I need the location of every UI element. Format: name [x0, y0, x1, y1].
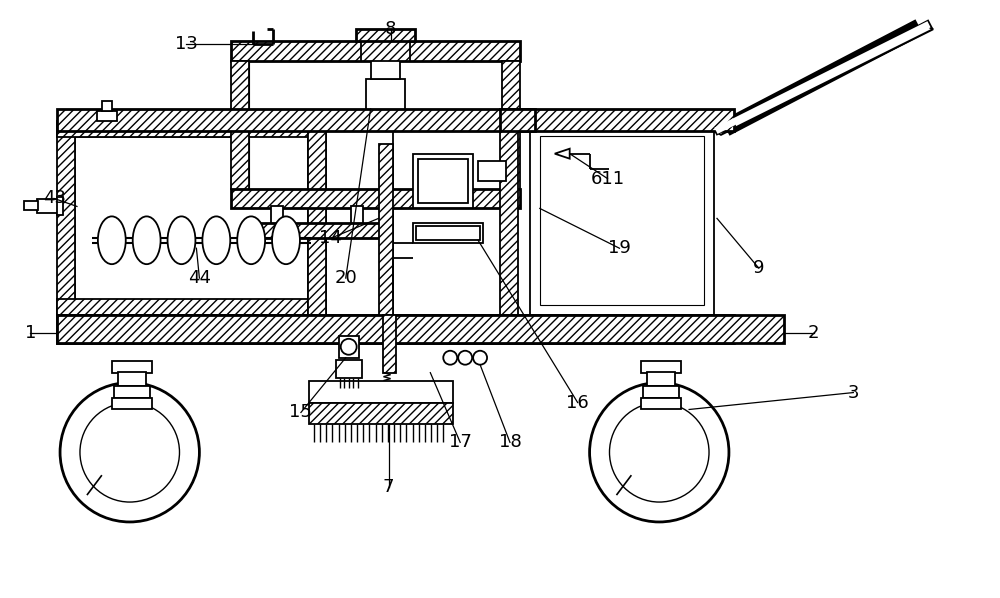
Bar: [256, 224, 381, 238]
Bar: [75, 137, 308, 299]
Bar: [231, 188, 520, 209]
Bar: [356, 29, 415, 41]
Circle shape: [473, 351, 487, 365]
Circle shape: [458, 351, 472, 365]
Bar: [57, 109, 734, 131]
Ellipse shape: [272, 216, 300, 264]
Bar: [416, 226, 480, 240]
Text: 44: 44: [188, 269, 211, 287]
Bar: [413, 154, 473, 209]
Bar: [500, 131, 518, 315]
Bar: [366, 79, 405, 109]
Bar: [97, 111, 117, 121]
Bar: [231, 41, 520, 61]
Bar: [308, 121, 326, 315]
Circle shape: [443, 351, 457, 365]
Text: 20: 20: [334, 269, 357, 287]
Text: 17: 17: [449, 434, 472, 451]
Circle shape: [341, 339, 357, 355]
Bar: [308, 121, 326, 315]
Ellipse shape: [168, 216, 195, 264]
Bar: [102, 101, 112, 111]
Polygon shape: [714, 25, 933, 135]
Bar: [643, 386, 679, 398]
Bar: [57, 121, 326, 137]
Bar: [114, 386, 150, 398]
Ellipse shape: [133, 216, 161, 264]
Text: 43: 43: [43, 190, 66, 208]
Text: 611: 611: [590, 170, 625, 188]
Ellipse shape: [98, 216, 126, 264]
Polygon shape: [555, 149, 570, 158]
Ellipse shape: [237, 216, 265, 264]
Bar: [309, 402, 453, 425]
Bar: [339, 336, 359, 358]
Bar: [309, 380, 453, 402]
Text: 19: 19: [608, 239, 631, 257]
Bar: [393, 131, 503, 315]
Bar: [418, 158, 468, 203]
Bar: [371, 59, 400, 79]
Bar: [112, 361, 152, 373]
Bar: [118, 372, 146, 386]
Bar: [383, 315, 396, 373]
Text: 15: 15: [289, 404, 312, 422]
Bar: [379, 144, 393, 315]
Bar: [57, 315, 784, 343]
Bar: [502, 61, 520, 188]
Bar: [413, 224, 483, 243]
Text: 9: 9: [753, 259, 765, 277]
Bar: [530, 126, 714, 315]
Text: 8: 8: [385, 20, 396, 38]
Bar: [518, 109, 530, 131]
Bar: [540, 136, 704, 305]
Bar: [641, 361, 681, 373]
Circle shape: [80, 402, 179, 502]
Text: 18: 18: [499, 434, 521, 451]
Bar: [249, 61, 502, 188]
Bar: [271, 206, 283, 224]
Text: 2: 2: [808, 324, 819, 342]
Text: 13: 13: [175, 35, 198, 53]
Bar: [500, 109, 535, 131]
Text: 3: 3: [848, 383, 859, 402]
Bar: [24, 202, 38, 210]
Circle shape: [590, 383, 729, 522]
Bar: [641, 398, 681, 410]
Circle shape: [609, 402, 709, 502]
Bar: [361, 41, 410, 61]
Bar: [57, 315, 734, 343]
Bar: [336, 360, 362, 377]
Text: 16: 16: [566, 393, 589, 411]
Bar: [57, 299, 326, 315]
Bar: [478, 161, 506, 181]
Bar: [57, 121, 75, 315]
Text: 1: 1: [25, 324, 36, 342]
Circle shape: [60, 383, 199, 522]
Bar: [57, 197, 63, 215]
Bar: [231, 61, 249, 188]
Bar: [647, 372, 675, 386]
Bar: [351, 206, 363, 224]
Text: 14: 14: [319, 229, 342, 248]
Ellipse shape: [202, 216, 230, 264]
Bar: [112, 398, 152, 410]
Text: 7: 7: [383, 478, 394, 496]
Bar: [37, 200, 59, 213]
